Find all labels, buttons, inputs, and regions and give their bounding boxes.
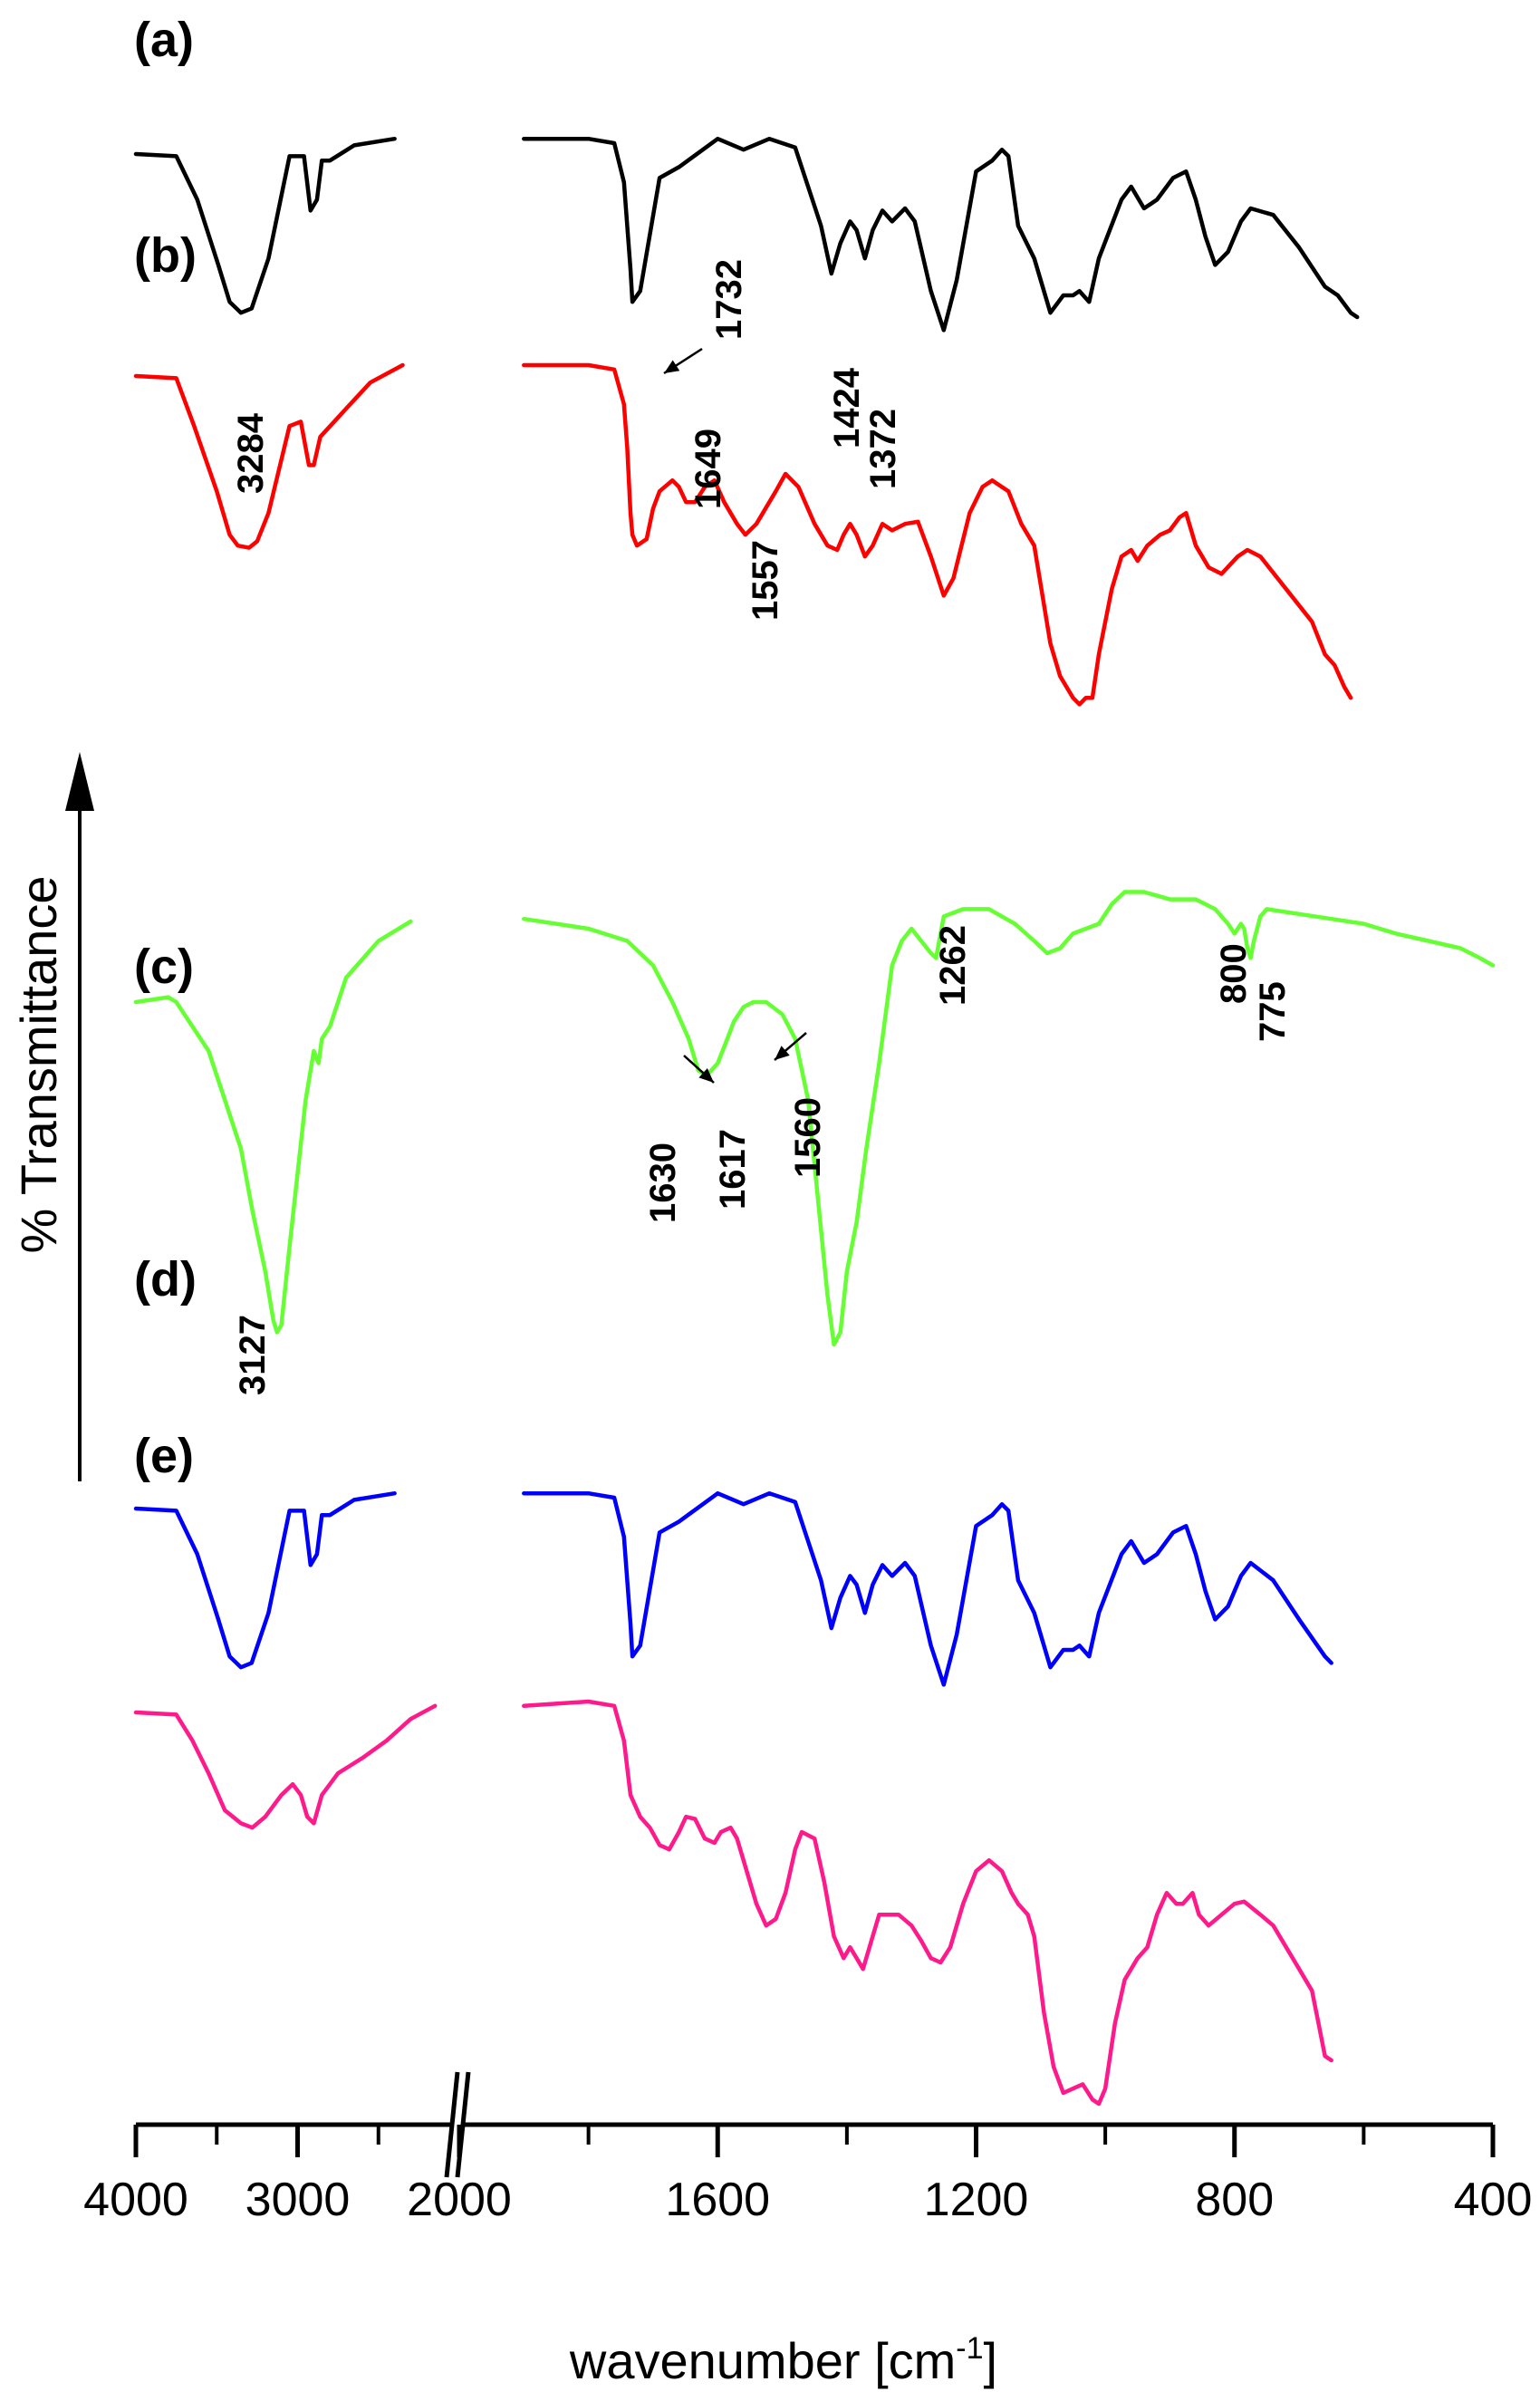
y-axis-arrow [65,752,94,1481]
peak-label-1424: 1424 [827,367,867,448]
spectrum-label-c: (c) [134,940,194,994]
peak-label-1372: 1372 [863,409,903,489]
x-axis-title-main: wavenumber [cm [569,2332,956,2389]
arrow-1630-head [698,1068,714,1083]
peak-label-1732: 1732 [709,259,749,340]
spectrum-d-right [522,1490,1333,1687]
spectrum-labels: (a) (b) (c) (d) (e) [134,13,197,1483]
spectrum-c-right [522,890,1496,1347]
y-arrow-head [65,752,94,811]
peak-label-1557: 1557 [746,540,785,621]
spectrum-e-right [522,1699,1333,2107]
spectrum-label-b: (b) [134,228,197,283]
spectrum-a-right [522,136,1360,333]
spectrum-a-left [133,136,397,315]
x-tick-label-1200: 1200 [924,2174,1029,2226]
peak-label-1262: 1262 [933,925,973,1006]
x-axis-title: wavenumber [cm-1] [569,2331,997,2389]
x-axis: 4000 3000 2000 1600 1200 800 400 [83,2071,1533,2226]
x-tick-label-3000: 3000 [245,2174,351,2226]
arrow-1732-head [664,360,680,373]
y-axis-title: % Transmittance [10,875,67,1253]
spectrum-label-d: (d) [134,1252,197,1307]
arrow-1560-head [775,1046,790,1060]
peak-label-1617: 1617 [713,1129,753,1210]
spectra-group [133,136,1496,2107]
x-tick-label-400: 400 [1454,2174,1533,2226]
spectrum-label-e: (e) [134,1429,194,1483]
axis-break-mark-2 [455,2071,471,2178]
spectrum-c-left [133,919,413,1335]
peak-label-1630: 1630 [643,1143,683,1223]
spectrum-b-right [522,362,1353,707]
spectrum-e-left [133,1703,438,1830]
x-axis-title-end: ] [984,2332,998,2389]
peak-label-775: 775 [1253,981,1293,1042]
peak-label-3127: 3127 [233,1315,273,1395]
spectrum-d-left [133,1490,397,1670]
x-axis-title-sup: -1 [956,2331,983,2366]
peak-label-800: 800 [1214,943,1254,1004]
spectrum-b-left [133,362,405,550]
peak-label-3284: 3284 [231,412,271,494]
axis-break-mark-1 [444,2071,460,2178]
x-tick-label-800: 800 [1195,2174,1274,2226]
peak-label-1649: 1649 [688,429,728,509]
x-tick-label-2000: 2000 [407,2174,512,2226]
x-tick-label-4000: 4000 [83,2174,188,2226]
peak-label-1560: 1560 [788,1097,828,1178]
spectrum-label-a: (a) [134,13,194,67]
x-tick-label-1600: 1600 [665,2174,770,2226]
